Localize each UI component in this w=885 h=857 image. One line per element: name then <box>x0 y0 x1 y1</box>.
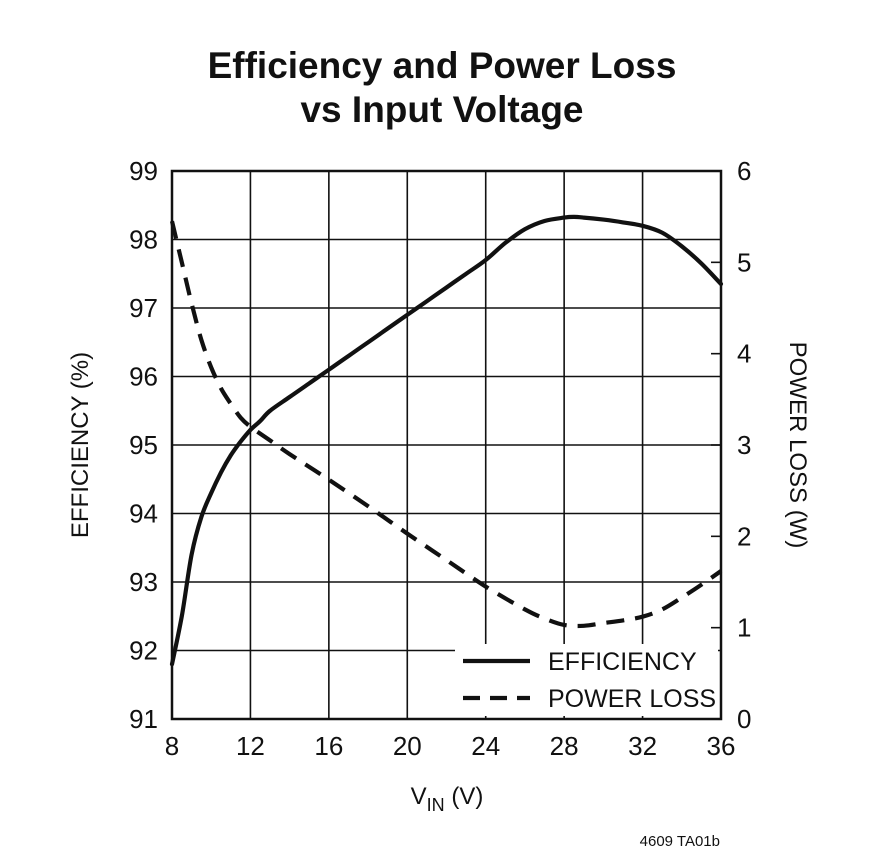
grid <box>172 171 721 719</box>
x-axis-label-subscript: IN <box>427 795 445 815</box>
right-axis-ticks <box>711 170 721 720</box>
y-left-tick-labels: 91 92 93 94 95 96 97 98 99 <box>129 156 158 734</box>
x-axis-label-unit: (V) <box>445 783 484 810</box>
x-tick-label: 32 <box>628 731 657 761</box>
y-right-tick-labels: 0 1 2 3 4 5 6 <box>737 156 751 734</box>
y-left-tick-label: 96 <box>129 362 158 392</box>
power-loss-line <box>169 220 723 629</box>
y-left-tick-label: 99 <box>129 156 158 186</box>
y-right-tick-label: 0 <box>737 704 751 734</box>
chart-title-line-1: Efficiency and Power Loss <box>208 45 677 86</box>
x-tick-label: 36 <box>707 731 736 761</box>
x-tick-label: 16 <box>314 731 343 761</box>
figure-code: 4609 TA01b <box>640 833 720 850</box>
x-tick-label: 20 <box>393 731 422 761</box>
y-right-tick-label: 4 <box>737 339 751 369</box>
x-axis-label-main: V <box>411 783 427 810</box>
legend-label: POWER LOSS <box>548 685 716 713</box>
y-left-tick-label: 92 <box>129 636 158 666</box>
y-right-tick-label: 3 <box>737 430 751 460</box>
x-axis-label: VIN (V) <box>411 783 484 815</box>
legend-box <box>455 644 718 716</box>
y-right-tick-label: 2 <box>737 521 751 551</box>
y-axis-left-label: EFFICIENCY (%) <box>67 352 94 538</box>
efficiency-line <box>169 214 724 667</box>
y-left-tick-label: 93 <box>129 567 158 597</box>
chart-title-line-2: vs Input Voltage <box>300 89 583 130</box>
y-left-tick-label: 97 <box>129 293 158 323</box>
y-left-tick-label: 98 <box>129 225 158 255</box>
y-right-tick-label: 5 <box>737 247 751 277</box>
x-tick-labels: 8 12 16 20 24 28 32 36 <box>165 731 736 761</box>
y-right-tick-label: 1 <box>737 613 751 643</box>
y-left-tick-label: 94 <box>129 499 158 529</box>
x-tick-label: 8 <box>165 731 179 761</box>
legend-label: EFFICIENCY <box>548 648 697 676</box>
y-axis-right-label: POWER LOSS (W) <box>784 342 811 549</box>
x-tick-label: 28 <box>550 731 579 761</box>
y-left-tick-label: 91 <box>129 704 158 734</box>
legend: EFFICIENCY POWER LOSS <box>455 644 718 716</box>
x-tick-label: 24 <box>471 731 500 761</box>
y-right-tick-label: 6 <box>737 156 751 186</box>
y-left-tick-label: 95 <box>129 430 158 460</box>
series-layer <box>169 214 724 667</box>
chart-title: Efficiency and Power Loss vs Input Volta… <box>208 45 677 130</box>
x-tick-label: 12 <box>236 731 265 761</box>
